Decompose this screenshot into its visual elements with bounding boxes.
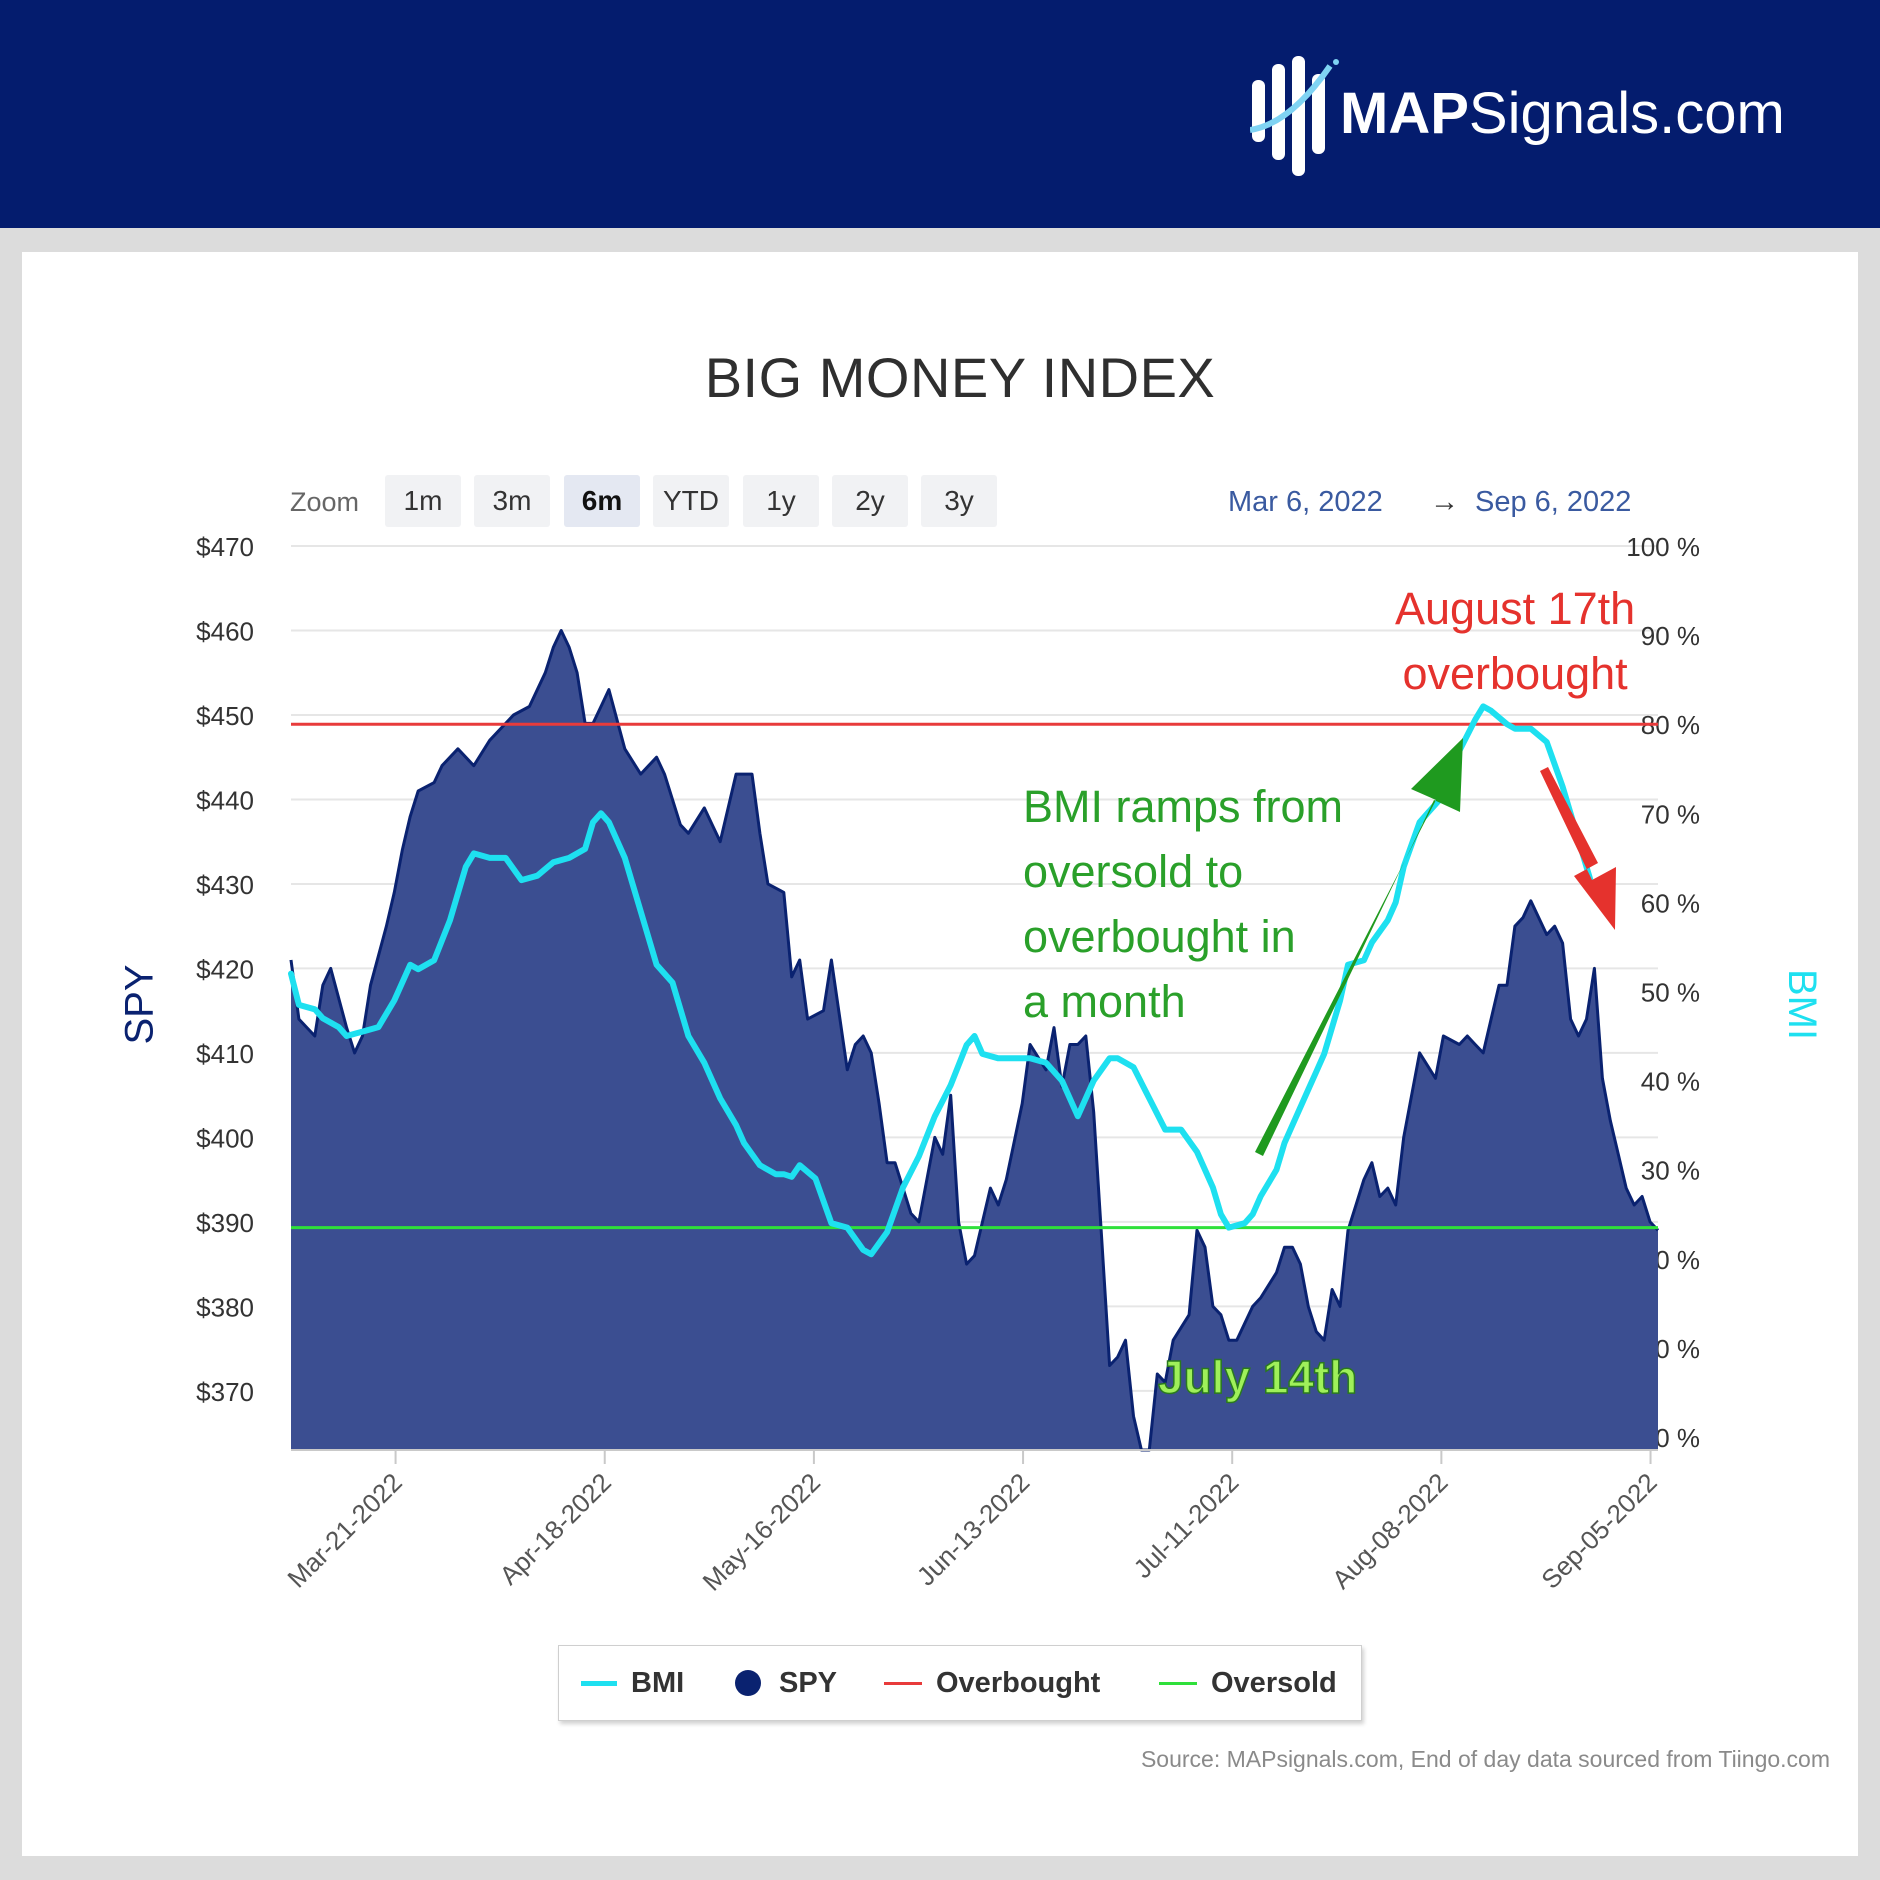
mapsignals-logo: MAPSignals.com xyxy=(1249,52,1785,182)
x-tick-label: Aug-08-2022 xyxy=(1326,1467,1454,1595)
spy-area xyxy=(291,630,1658,1450)
left-tick-label: $370 xyxy=(196,1377,254,1407)
july-annotation: July 14th xyxy=(1157,1350,1358,1404)
right-tick-label: 70 % xyxy=(1641,799,1700,829)
red-annotation: August 17th overbought xyxy=(1395,576,1635,706)
legend-line-icon xyxy=(581,1681,617,1686)
green-annotation-line: oversold to xyxy=(1023,846,1244,897)
left-axis-title: SPY xyxy=(117,964,162,1045)
green-annotation-line: BMI ramps from xyxy=(1023,781,1344,832)
x-tick-label: Sep-05-2022 xyxy=(1535,1467,1663,1595)
legend-item-overbought[interactable]: Overbought xyxy=(884,1646,1100,1720)
left-tick-label: $460 xyxy=(196,616,254,646)
green-annotation-line: a month xyxy=(1023,976,1186,1027)
red-annotation-line: August 17th xyxy=(1395,583,1636,634)
red-arrow-icon xyxy=(1540,767,1616,930)
right-tick-label: 50 % xyxy=(1641,978,1700,1008)
logo-bold-text: MAP xyxy=(1340,81,1469,146)
left-tick-label: $420 xyxy=(196,954,254,984)
green-arrow-icon xyxy=(1255,738,1463,1156)
left-tick-label: $440 xyxy=(196,785,254,815)
zoom-label: Zoom xyxy=(290,487,360,517)
range-from-input[interactable]: Mar 6, 2022 xyxy=(1228,486,1383,518)
legend-item-oversold[interactable]: Oversold xyxy=(1159,1646,1337,1720)
zoom-button-1y[interactable]: 1y xyxy=(743,475,819,527)
zoom-button-3y[interactable]: 3y xyxy=(921,475,997,527)
x-tick-label: Jul-11-2022 xyxy=(1128,1467,1245,1584)
right-tick-label: 60 % xyxy=(1641,888,1700,918)
right-tick-label: 40 % xyxy=(1641,1067,1700,1097)
legend-item-bmi[interactable]: BMI xyxy=(581,1646,684,1720)
zoom-button-ytd[interactable]: YTD xyxy=(653,475,729,527)
right-tick-label: 90 % xyxy=(1641,621,1700,651)
left-tick-label: $450 xyxy=(196,701,254,731)
zoom-button-2y[interactable]: 2y xyxy=(832,475,908,527)
legend-label: BMI xyxy=(631,1667,685,1699)
green-annotation-line: overbought in xyxy=(1023,911,1296,962)
left-tick-label: $470 xyxy=(196,532,254,562)
header-banner: MAPSignals.com xyxy=(0,0,1880,228)
logo-text: MAPSignals.com xyxy=(1340,82,1785,146)
right-tick-label: 0 % xyxy=(1655,1423,1700,1453)
x-tick-label: Apr-18-2022 xyxy=(494,1467,617,1590)
range-to-input[interactable]: Sep 6, 2022 xyxy=(1475,486,1632,518)
logo-rest-text: Signals.com xyxy=(1468,81,1785,146)
legend-label: Overbought xyxy=(936,1667,1101,1699)
left-tick-label: $400 xyxy=(196,1123,254,1153)
chart-legend: BMI SPY Overbought Oversold xyxy=(558,1645,1362,1721)
spy-line xyxy=(289,629,1660,1452)
legend-circle-icon xyxy=(735,1670,761,1696)
left-tick-label: $380 xyxy=(196,1292,254,1322)
zoom-button-6m[interactable]: 6m xyxy=(564,475,640,527)
right-tick-label: 100 % xyxy=(1626,532,1700,562)
logo-mark-icon xyxy=(1249,56,1339,176)
legend-item-spy[interactable]: SPY xyxy=(735,1646,837,1720)
legend-label: SPY xyxy=(779,1667,838,1699)
zoom-button-1m[interactable]: 1m xyxy=(385,475,461,527)
legend-label: Oversold xyxy=(1211,1667,1337,1699)
right-tick-label: 30 % xyxy=(1641,1156,1700,1186)
left-tick-label: $390 xyxy=(196,1208,254,1238)
x-tick-label: Mar-21-2022 xyxy=(281,1467,407,1593)
legend-line-icon xyxy=(1159,1682,1197,1685)
zoom-button-3m[interactable]: 3m xyxy=(474,475,550,527)
bmi-line xyxy=(288,703,1606,1258)
x-tick-label: May-16-2022 xyxy=(697,1467,827,1597)
right-axis-title: BMI xyxy=(1780,968,1825,1041)
green-annotation: BMI ramps from oversold to overbought in… xyxy=(1023,774,1343,1034)
red-annotation-line: overbought xyxy=(1402,648,1628,699)
left-tick-label: $410 xyxy=(196,1039,254,1069)
legend-line-icon xyxy=(884,1682,922,1685)
chart-title: BIG MONEY INDEX xyxy=(704,346,1216,409)
left-tick-label: $430 xyxy=(196,870,254,900)
range-arrow-icon: → xyxy=(1430,486,1459,518)
x-tick-label: Jun-13-2022 xyxy=(911,1467,1035,1591)
source-note: Source: MAPsignals.com, End of day data … xyxy=(1140,1746,1830,1772)
